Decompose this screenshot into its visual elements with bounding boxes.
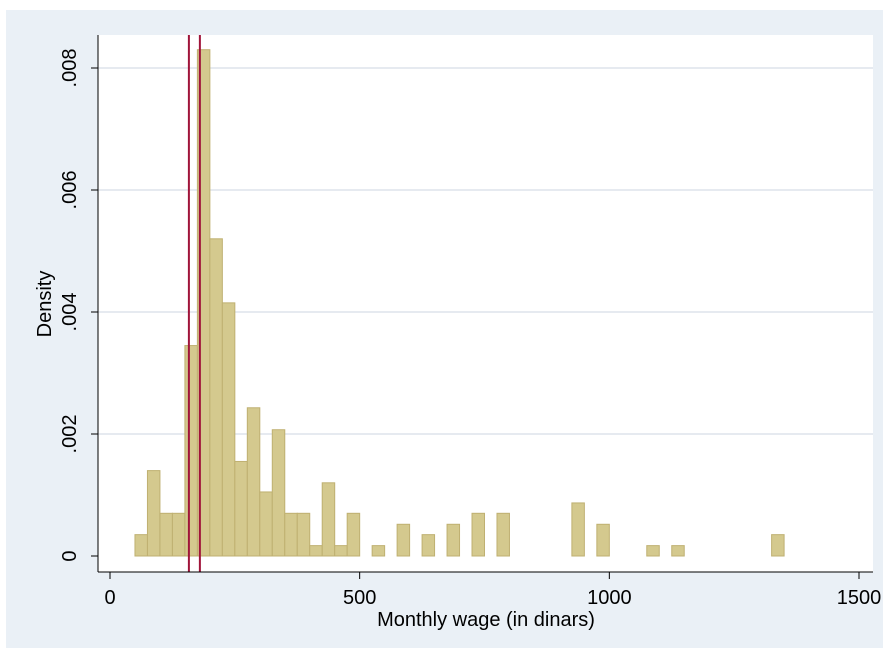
histogram-bar [471,512,485,557]
histogram-bar [334,545,348,557]
histogram-bar [246,407,261,557]
histogram-bar [446,523,461,557]
histogram-bar [646,545,660,557]
y-tick-label: .008 [59,49,81,88]
x-tick-label: 500 [343,587,376,609]
y-axis-ticks: 0 .002 .004 .006 .008 [59,49,98,562]
histogram-bar [159,512,173,557]
histogram-bar [671,545,685,557]
x-tick-label: 1500 [837,587,882,609]
histogram-bar [271,429,286,557]
histogram-bar [496,512,510,557]
histogram-bar [234,460,248,557]
reference-lines [187,35,201,572]
histogram-bar [134,534,148,557]
histogram-bar [259,491,273,557]
histogram-bar [421,534,436,557]
y-tick-label: .006 [59,171,81,210]
x-tick-label: 0 [104,587,115,609]
histogram-bar [171,512,186,557]
x-tick-label: 1000 [587,587,632,609]
histogram-bar [346,512,361,557]
histogram-bar [284,512,298,557]
histogram-bar [209,238,223,557]
histogram-bar [771,534,785,557]
y-tick-label: .004 [59,293,81,332]
x-axis-title: Monthly wage (in dinars) [377,609,595,631]
histogram-bar [296,512,311,557]
histogram-bar [371,545,386,557]
histogram-bar [596,523,610,557]
histogram-bar [321,482,336,557]
y-tick-label: .002 [59,415,81,454]
histogram-bar [221,302,236,557]
y-axis-title: Density [34,271,56,338]
x-axis-ticks: 0 500 1000 1500 [104,572,881,609]
histogram-bar [309,545,323,557]
histogram-bar [396,523,411,557]
histogram-bar [184,345,198,557]
axes [97,35,873,573]
histogram-bar [571,502,585,557]
y-tick-label: 0 [59,550,81,561]
histogram-bar [146,470,161,557]
